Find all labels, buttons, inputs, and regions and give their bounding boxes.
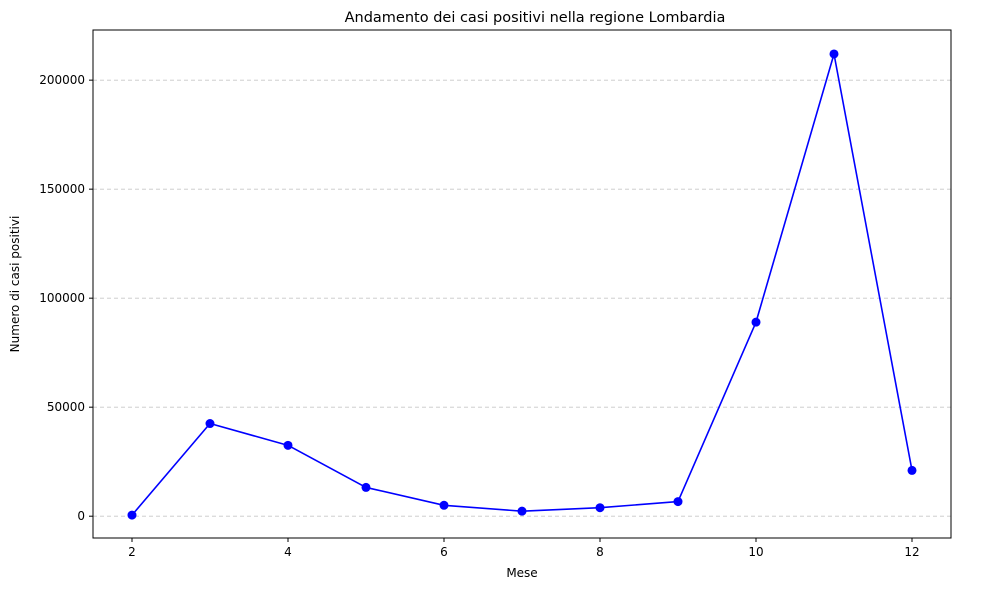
y-tick-label: 0 <box>77 509 85 523</box>
grid-lines <box>93 79 951 517</box>
data-point <box>829 49 839 59</box>
data-point <box>517 506 527 516</box>
y-axis-label: Numero di casi positivi <box>8 216 22 353</box>
series-layer <box>127 49 917 520</box>
x-axis-ticks: 2 4 6 8 10 12 <box>128 538 920 559</box>
data-point <box>283 440 293 450</box>
x-tick-label: 4 <box>284 545 292 559</box>
data-point <box>127 510 137 520</box>
x-tick-label: 12 <box>904 545 919 559</box>
series-line <box>131 53 913 516</box>
data-point <box>751 317 761 327</box>
y-tick-label: 150000 <box>39 182 85 196</box>
x-tick-label: 6 <box>440 545 448 559</box>
data-point <box>361 482 371 492</box>
data-point <box>595 503 605 513</box>
data-point <box>673 497 683 507</box>
plot-area-frame <box>92 29 952 539</box>
data-point <box>907 465 917 475</box>
y-tick-label: 50000 <box>47 400 85 414</box>
x-tick-label: 8 <box>596 545 604 559</box>
chart-title: Andamento dei casi positivi nella region… <box>345 10 726 26</box>
y-tick-label: 200000 <box>39 73 85 87</box>
x-tick-label: 10 <box>748 545 763 559</box>
y-tick-label: 100000 <box>39 291 85 305</box>
data-point <box>439 500 449 510</box>
data-point <box>205 419 215 429</box>
x-axis-label: Mese <box>506 566 537 580</box>
y-axis-ticks: 0 50000 100000 150000 200000 <box>39 73 93 523</box>
x-tick-label: 2 <box>128 545 136 559</box>
